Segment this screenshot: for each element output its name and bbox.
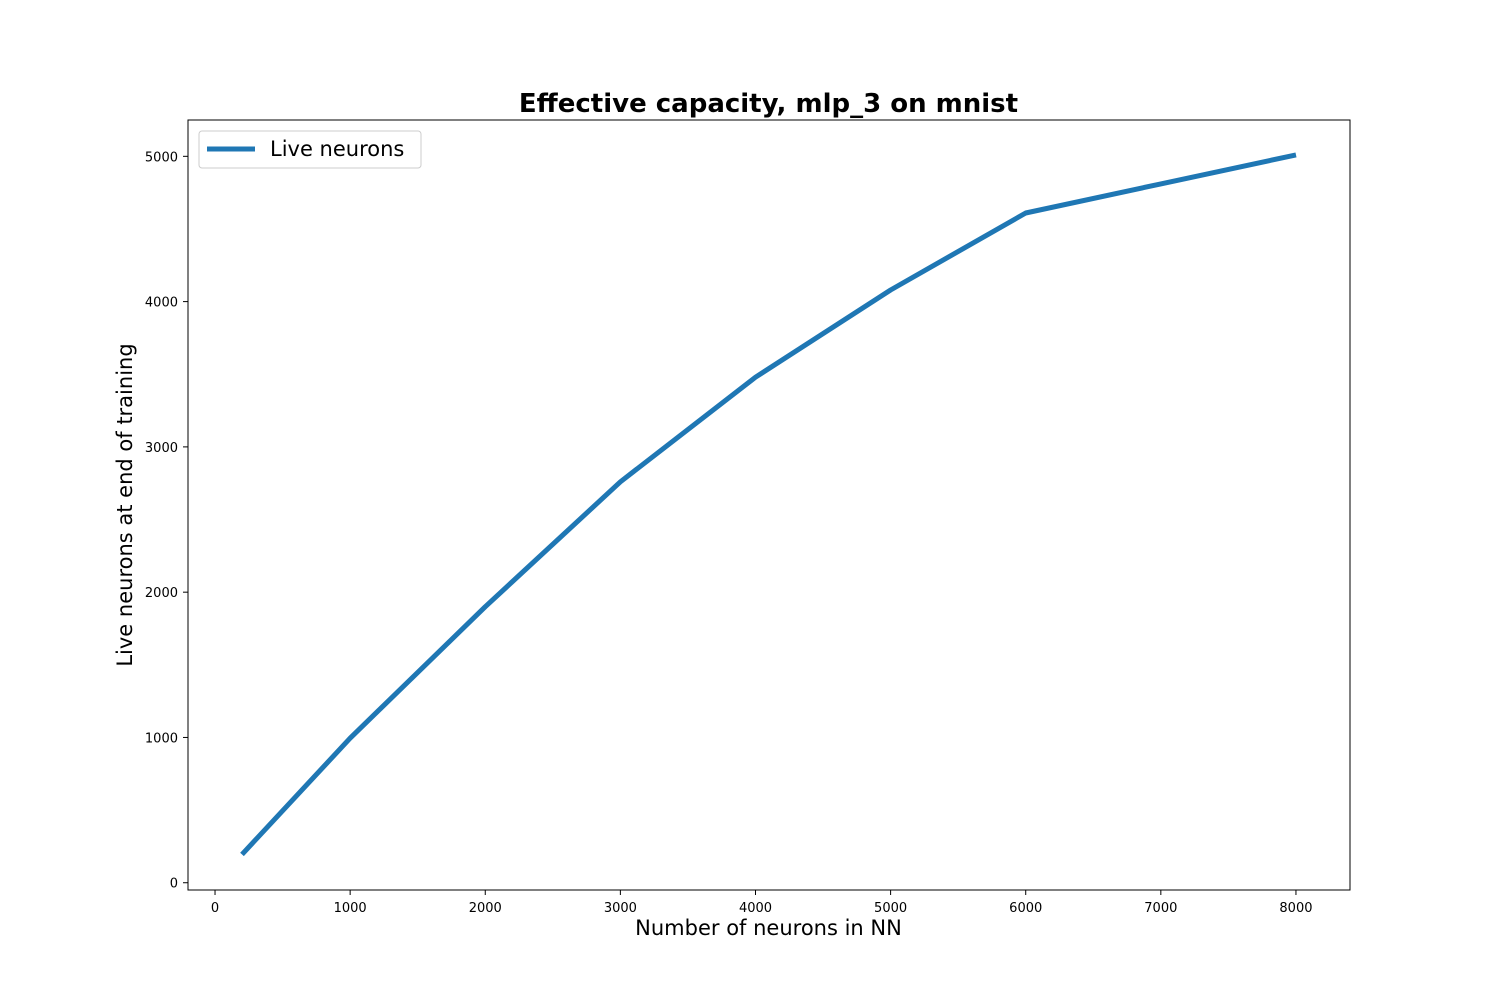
chart-title: Effective capacity, mlp_3 on mnist [519,89,1018,119]
y-axis-ticks: 0 1000 2000 3000 4000 5000 [145,150,188,892]
y-tick-label: 1000 [145,731,178,746]
x-tick-label: 2000 [469,901,502,916]
x-tick-label: 1000 [334,901,367,916]
x-tick-label: 0 [211,901,219,916]
legend-label: Live neurons [270,137,404,161]
series-layer [240,152,1297,857]
x-axis-ticks: 0 1000 2000 3000 4000 5000 6000 7000 8000 [211,890,1313,916]
legend: Live neurons [198,130,422,169]
x-tick-label: 3000 [604,901,637,916]
x-tick-label: 6000 [1009,901,1042,916]
x-tick-label: 7000 [1144,901,1177,916]
series-line-0 [240,152,1297,857]
legend-box [198,130,422,169]
y-axis-label: Live neurons at end of training [113,343,137,666]
y-tick-label: 5000 [145,150,178,165]
y-tick-label: 4000 [145,296,178,311]
x-tick-label: 5000 [874,901,907,916]
x-tick-label: 8000 [1279,901,1312,916]
x-tick-label: 4000 [739,901,772,916]
x-axis-label: Number of neurons in NN [635,916,902,940]
plot-frame [187,119,1351,891]
y-tick-label: 0 [170,877,178,892]
y-tick-label: 3000 [145,441,178,456]
y-tick-label: 2000 [145,586,178,601]
plot-area [188,120,1350,890]
